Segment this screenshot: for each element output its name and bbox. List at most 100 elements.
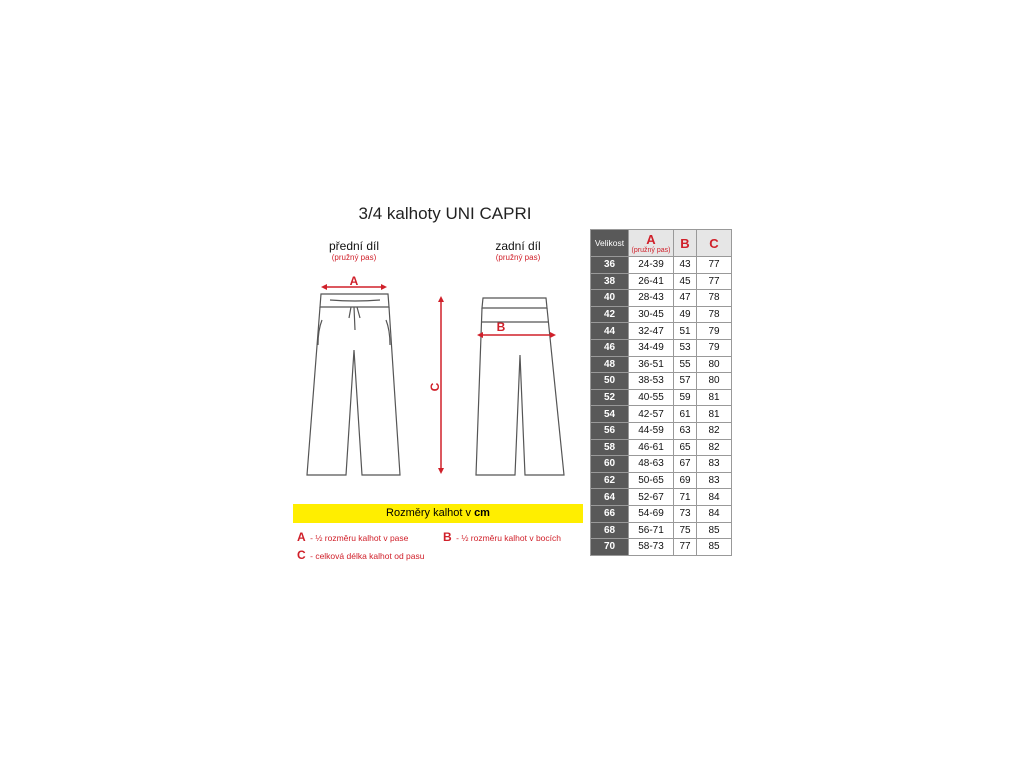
value-cell: 67 (673, 455, 697, 473)
size-cell: 60 (590, 455, 629, 473)
size-cell: 68 (590, 521, 629, 540)
value-cell: 38-53 (628, 372, 674, 390)
size-cell: 50 (590, 372, 629, 390)
table-row: 56 44-59 63 82 (590, 421, 732, 440)
size-cell: 70 (590, 538, 629, 556)
value-cell: 43 (673, 256, 697, 274)
table-row: 48 36-51 55 80 (590, 355, 732, 374)
value-cell: 50-65 (628, 471, 674, 490)
table-row: 60 48-63 67 83 (590, 455, 732, 473)
value-cell: 85 (696, 521, 732, 540)
value-cell: 77 (696, 256, 732, 274)
value-cell: 79 (696, 338, 732, 357)
value-cell: 85 (696, 538, 732, 556)
value-cell: 49 (673, 305, 697, 324)
value-cell: 24-39 (628, 256, 674, 274)
value-cell: 73 (673, 504, 697, 523)
header-a: A (646, 232, 656, 247)
value-cell: 48-63 (628, 455, 674, 473)
value-cell: 84 (696, 488, 732, 506)
legend-c: C - celková délka kalhot od pasu (297, 546, 424, 564)
value-cell: 61 (673, 405, 697, 423)
size-cell: 58 (590, 438, 629, 457)
value-cell: 59 (673, 388, 697, 407)
value-cell: 80 (696, 372, 732, 390)
size-cell: 40 (590, 289, 629, 307)
size-cell: 62 (590, 471, 629, 490)
value-cell: 51 (673, 322, 697, 340)
label-a: A (350, 274, 359, 288)
back-note: (pružný pas) (495, 253, 541, 262)
table-row: 62 50-65 69 83 (590, 471, 732, 490)
table-row: 42 30-45 49 78 (590, 305, 732, 324)
value-cell: 83 (696, 455, 732, 473)
legend-key: C (297, 548, 306, 562)
value-cell: 80 (696, 355, 732, 374)
value-cell: 83 (696, 471, 732, 490)
units-banner: Rozměry kalhot v cm (293, 504, 583, 523)
size-cell: 46 (590, 338, 629, 357)
value-cell: 82 (696, 421, 732, 440)
front-label: přední díl (328, 239, 380, 253)
label-c: C (428, 382, 442, 391)
value-cell: 82 (696, 438, 732, 457)
value-cell: 69 (673, 471, 697, 490)
value-cell: 57 (673, 372, 697, 390)
value-cell: 46-61 (628, 438, 674, 457)
value-cell: 77 (696, 272, 732, 291)
table-row: 36 24-39 43 77 (590, 256, 732, 274)
value-cell: 65 (673, 438, 697, 457)
table-row: 38 26-41 45 77 (590, 272, 732, 291)
value-cell: 58-73 (628, 538, 674, 556)
value-cell: 63 (673, 421, 697, 440)
table-row: 52 40-55 59 81 (590, 388, 732, 407)
value-cell: 28-43 (628, 289, 674, 307)
header-cell: B (673, 229, 697, 257)
legend-a: A - ½ rozměru kalhot v pase (297, 528, 408, 546)
value-cell: 40-55 (628, 388, 674, 407)
value-cell: 56-71 (628, 521, 674, 540)
back-label: zadní díl (495, 239, 541, 253)
value-cell: 45 (673, 272, 697, 291)
value-cell: 81 (696, 388, 732, 407)
table-body: 36 24-39 43 77 38 26-41 45 77 40 28-43 47 78 42 30-45… (590, 256, 732, 556)
table-row: 64 52-67 71 84 (590, 488, 732, 506)
legend-key: B (443, 530, 452, 544)
size-cell: 52 (590, 388, 629, 407)
value-cell: 47 (673, 289, 697, 307)
value-cell: 78 (696, 289, 732, 307)
banner-unit: cm (474, 507, 490, 519)
value-cell: 34-49 (628, 338, 674, 357)
header-row: Velikost A (pružný pas) B C (590, 229, 732, 257)
table-row: 58 46-61 65 82 (590, 438, 732, 457)
table-row: 54 42-57 61 81 (590, 405, 732, 423)
table-row: 46 34-49 53 79 (590, 338, 732, 357)
legend-text: - ½ rozměru kalhot v pase (310, 533, 409, 543)
value-cell: 77 (673, 538, 697, 556)
header-cell: A (pružný pas) (628, 229, 674, 257)
size-cell: 36 (590, 256, 629, 274)
size-cell: 66 (590, 504, 629, 523)
size-cell: 56 (590, 421, 629, 440)
size-cell: 44 (590, 322, 629, 340)
table-row: 40 28-43 47 78 (590, 289, 732, 307)
value-cell: 54-69 (628, 504, 674, 523)
table-row: 66 54-69 73 84 (590, 504, 732, 523)
pants-drawing: A B C (306, 274, 565, 476)
size-cell: 48 (590, 355, 629, 374)
value-cell: 42-57 (628, 405, 674, 423)
title: 3/4 kalhoty UNI CAPRI (358, 204, 532, 223)
table-row: 50 38-53 57 80 (590, 372, 732, 390)
legend-text: - celková délka kalhot od pasu (310, 551, 425, 561)
value-cell: 30-45 (628, 305, 674, 324)
value-cell: 71 (673, 488, 697, 506)
size-cell: 38 (590, 272, 629, 291)
table-row: 44 32-47 51 79 (590, 322, 732, 340)
value-cell: 26-41 (628, 272, 674, 291)
front-note: (pružný pas) (331, 253, 377, 262)
banner-text: Rozměry kalhot v (386, 507, 471, 519)
size-table: Velikost A (pružný pas) B C 36 24-39 43 77 38… (590, 229, 732, 556)
legend-key: A (297, 530, 306, 544)
size-cell: 42 (590, 305, 629, 324)
